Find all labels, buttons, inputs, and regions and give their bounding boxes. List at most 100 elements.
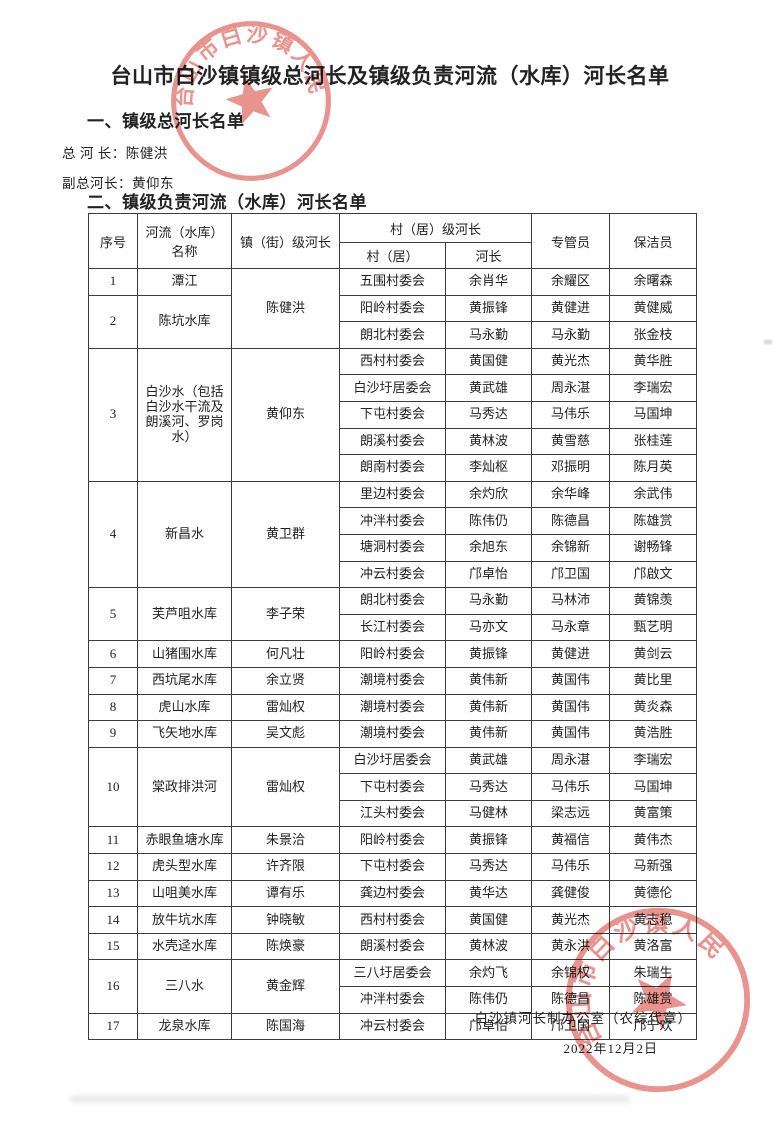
cell-supervisor: 黄永洪: [531, 932, 611, 961]
cell-village-chief: 马秀达: [444, 853, 533, 881]
cell-town-chief: 许齐限: [231, 853, 340, 881]
cell-river-name: 龙泉水库: [137, 1012, 232, 1041]
col-header-river: 河流（水库）名称: [137, 213, 232, 269]
cell-cleaner: 马国坤: [609, 400, 698, 429]
col-header-index: 序号: [88, 213, 138, 269]
cell-village: 长江村委会: [339, 613, 446, 642]
cell-village-chief: 陈伟仍: [444, 507, 533, 535]
cell-town-chief: 何凡壮: [231, 640, 340, 668]
cell-village-chief: 黄武雄: [444, 746, 533, 775]
cell-index: 8: [88, 693, 138, 722]
cell-town-chief: 雷灿权: [231, 693, 340, 722]
cell-town-chief: 吴文彪: [231, 720, 340, 748]
cell-index: 12: [88, 853, 138, 881]
cell-river-name: 陈坑水库: [137, 294, 232, 349]
cell-supervisor: 陈德昌: [531, 507, 611, 535]
cell-cleaner: 李瑞宏: [609, 374, 698, 402]
general-chief-line: 总 河 长：陈健洪: [62, 142, 168, 162]
general-chief-name: 陈健洪: [125, 146, 168, 161]
cell-village-chief: 余灼欣: [444, 480, 533, 509]
table-row: 14 放牛坑水库 钟晓敏 西村村委会 黄国健 黄光杰 黄志稳: [88, 906, 698, 934]
cell-cleaner: 黄华胜: [609, 347, 698, 376]
cell-index: 13: [88, 879, 138, 908]
cell-village-chief: 黄振锋: [444, 826, 533, 855]
river-chiefs-table: 序号 河流（水库）名称 镇（街）级河长 村（居）级河长 专管员 保洁员 村（居）…: [88, 213, 698, 1041]
footer-date: 2022年12月2日: [563, 1041, 658, 1056]
deputy-chief-label: 副总河长：: [62, 176, 132, 191]
table-row: 3 白沙水（包括白沙水干流及朗溪河、罗岗水） 黄仰东 西村村委会 黄国健 黄光杰 黄华胜: [88, 347, 698, 482]
cell-village: 朗溪村委会: [339, 932, 446, 961]
cell-cleaner: 马新强: [609, 853, 698, 881]
cell-village: 白沙圩居委会: [339, 746, 446, 775]
cell-cleaner: 黄锦羡: [609, 587, 698, 615]
table-row: 1 潭江 陈健洪 五围村委会 余肖华 余耀区 余曙森: [88, 268, 698, 349]
cell-river-name: 新昌水: [137, 480, 232, 589]
cell-index: 16: [88, 959, 138, 1014]
cell-river-name: 西坑尾水库: [137, 666, 232, 695]
cell-village-chief: 黄振锋: [444, 640, 533, 668]
cell-supervisor: 黄健进: [531, 294, 611, 323]
cell-index: 17: [88, 1012, 138, 1041]
cell-supervisor: 邓振明: [531, 454, 611, 482]
cell-village-chief: 马永勤: [444, 587, 533, 615]
document-page: 台山市白沙镇镇级总河长及镇级负责河流（水库）河长名单 一、镇级总河长名单 总 河…: [62, 0, 772, 1102]
cell-cleaner: 黄富策: [609, 799, 698, 828]
cell-village: 里边村委会: [339, 480, 446, 509]
cell-cleaner: 黄洛富: [609, 932, 698, 961]
cell-cleaner: 余曙森: [609, 268, 698, 296]
official-seal-top-icon: 台山市白沙镇人民政府: [148, 0, 331, 181]
cell-cleaner: 张金枝: [609, 321, 698, 349]
cell-village: 冲泮村委会: [339, 986, 446, 1014]
cell-river-name: 赤眼鱼塘水库: [137, 826, 232, 855]
cell-cleaner: 黄伟杰: [609, 826, 698, 855]
cell-supervisor: 周永湛: [531, 746, 611, 775]
section1-heading: 一、镇级总河长名单: [87, 112, 245, 131]
cell-supervisor: 黄国伟: [531, 693, 611, 722]
table-row: 7 西坑尾水库 余立贤 潮境村委会 黄伟新 黄国伟 黄比里: [88, 666, 698, 695]
cell-supervisor: 黄光杰: [531, 906, 611, 934]
cell-cleaner: 黄志稳: [609, 906, 698, 934]
cell-town-chief: 钟晓敏: [231, 906, 340, 934]
cell-village-chief: 黄国健: [444, 347, 533, 376]
cell-village: 下屯村委会: [339, 773, 446, 801]
col-header-town-chief: 镇（街）级河长: [231, 213, 340, 269]
cell-village: 冲云村委会: [339, 1012, 446, 1041]
cell-village-chief: 余旭东: [444, 533, 533, 562]
cell-supervisor: 龚健俊: [531, 879, 611, 908]
cell-town-chief: 陈焕豪: [231, 932, 340, 961]
table-row: 12 虎头型水库 许齐限 下屯村委会 马秀达 马伟乐 马新强: [88, 853, 698, 881]
table-row: 9 飞矢地水库 吴文彪 潮境村委会 黄伟新 黄国伟 黄浩胜: [88, 720, 698, 748]
cell-village-chief: 邝卓怡: [444, 560, 533, 589]
table-row: 15 水壳迳水库 陈焕豪 朗溪村委会 黄林波 黄永洪 黄洛富: [88, 932, 698, 961]
table-row: 下屯村委会 马秀达 马伟乐 马国坤: [89, 773, 698, 801]
cell-village-chief: 黄振锋: [444, 294, 533, 323]
table-row: 8 虎山水库 雷灿权 潮境村委会 黄伟新 黄国伟 黄炎森: [88, 693, 698, 722]
cell-village-chief: 陈伟仍: [444, 986, 533, 1014]
cell-village: 阳岭村委会: [339, 294, 446, 323]
cell-river-name: 虎头型水库: [137, 853, 232, 881]
table-header: 序号 河流（水库）名称 镇（街）级河长 村（居）级河长 专管员 保洁员 村（居）…: [88, 213, 698, 269]
table-row: 13 山咀美水库 谭有乐 龚边村委会 黄华达 龚健俊 黄德伦: [88, 879, 698, 908]
table-row: 16 三八水 黄金辉 三八圩居委会 余灼飞 余锦权 朱瑞生: [88, 959, 698, 1014]
col-header-cleaner: 保洁员: [609, 213, 698, 269]
table-row: 11 赤眼鱼塘水库 朱景洽 阳岭村委会 黄振锋 黄福信 黄伟杰: [88, 826, 698, 855]
cell-village: 龚边村委会: [339, 879, 446, 908]
cell-town-chief: 陈国海: [231, 1012, 340, 1041]
cell-village: 下屯村委会: [339, 853, 446, 881]
cell-village-chief: 黄武雄: [444, 374, 533, 402]
cell-supervisor: 梁志远: [531, 799, 611, 828]
cell-village-chief: 马秀达: [444, 400, 533, 429]
cell-cleaner: 朱瑞生: [609, 959, 698, 988]
cell-river-name: 山猪围水库: [137, 640, 232, 668]
cell-village-chief: 黄林波: [444, 932, 533, 961]
cell-cleaner: 黄健威: [609, 294, 698, 323]
page-title: 台山市白沙镇镇级总河长及镇级负责河流（水库）河长名单: [110, 64, 670, 88]
cell-supervisor: 余耀区: [531, 268, 611, 296]
cell-town-chief: 雷灿权: [231, 746, 340, 828]
cell-village: 五围村委会: [339, 268, 446, 296]
cell-river-name: 潭江: [137, 268, 232, 296]
general-chief-label: 总 河 长：: [62, 146, 126, 161]
deputy-chief-line: 副总河长：黄仰东: [62, 172, 174, 192]
cell-river-name: 山咀美水库: [137, 879, 232, 908]
cell-village: 三八圩居委会: [339, 959, 446, 988]
